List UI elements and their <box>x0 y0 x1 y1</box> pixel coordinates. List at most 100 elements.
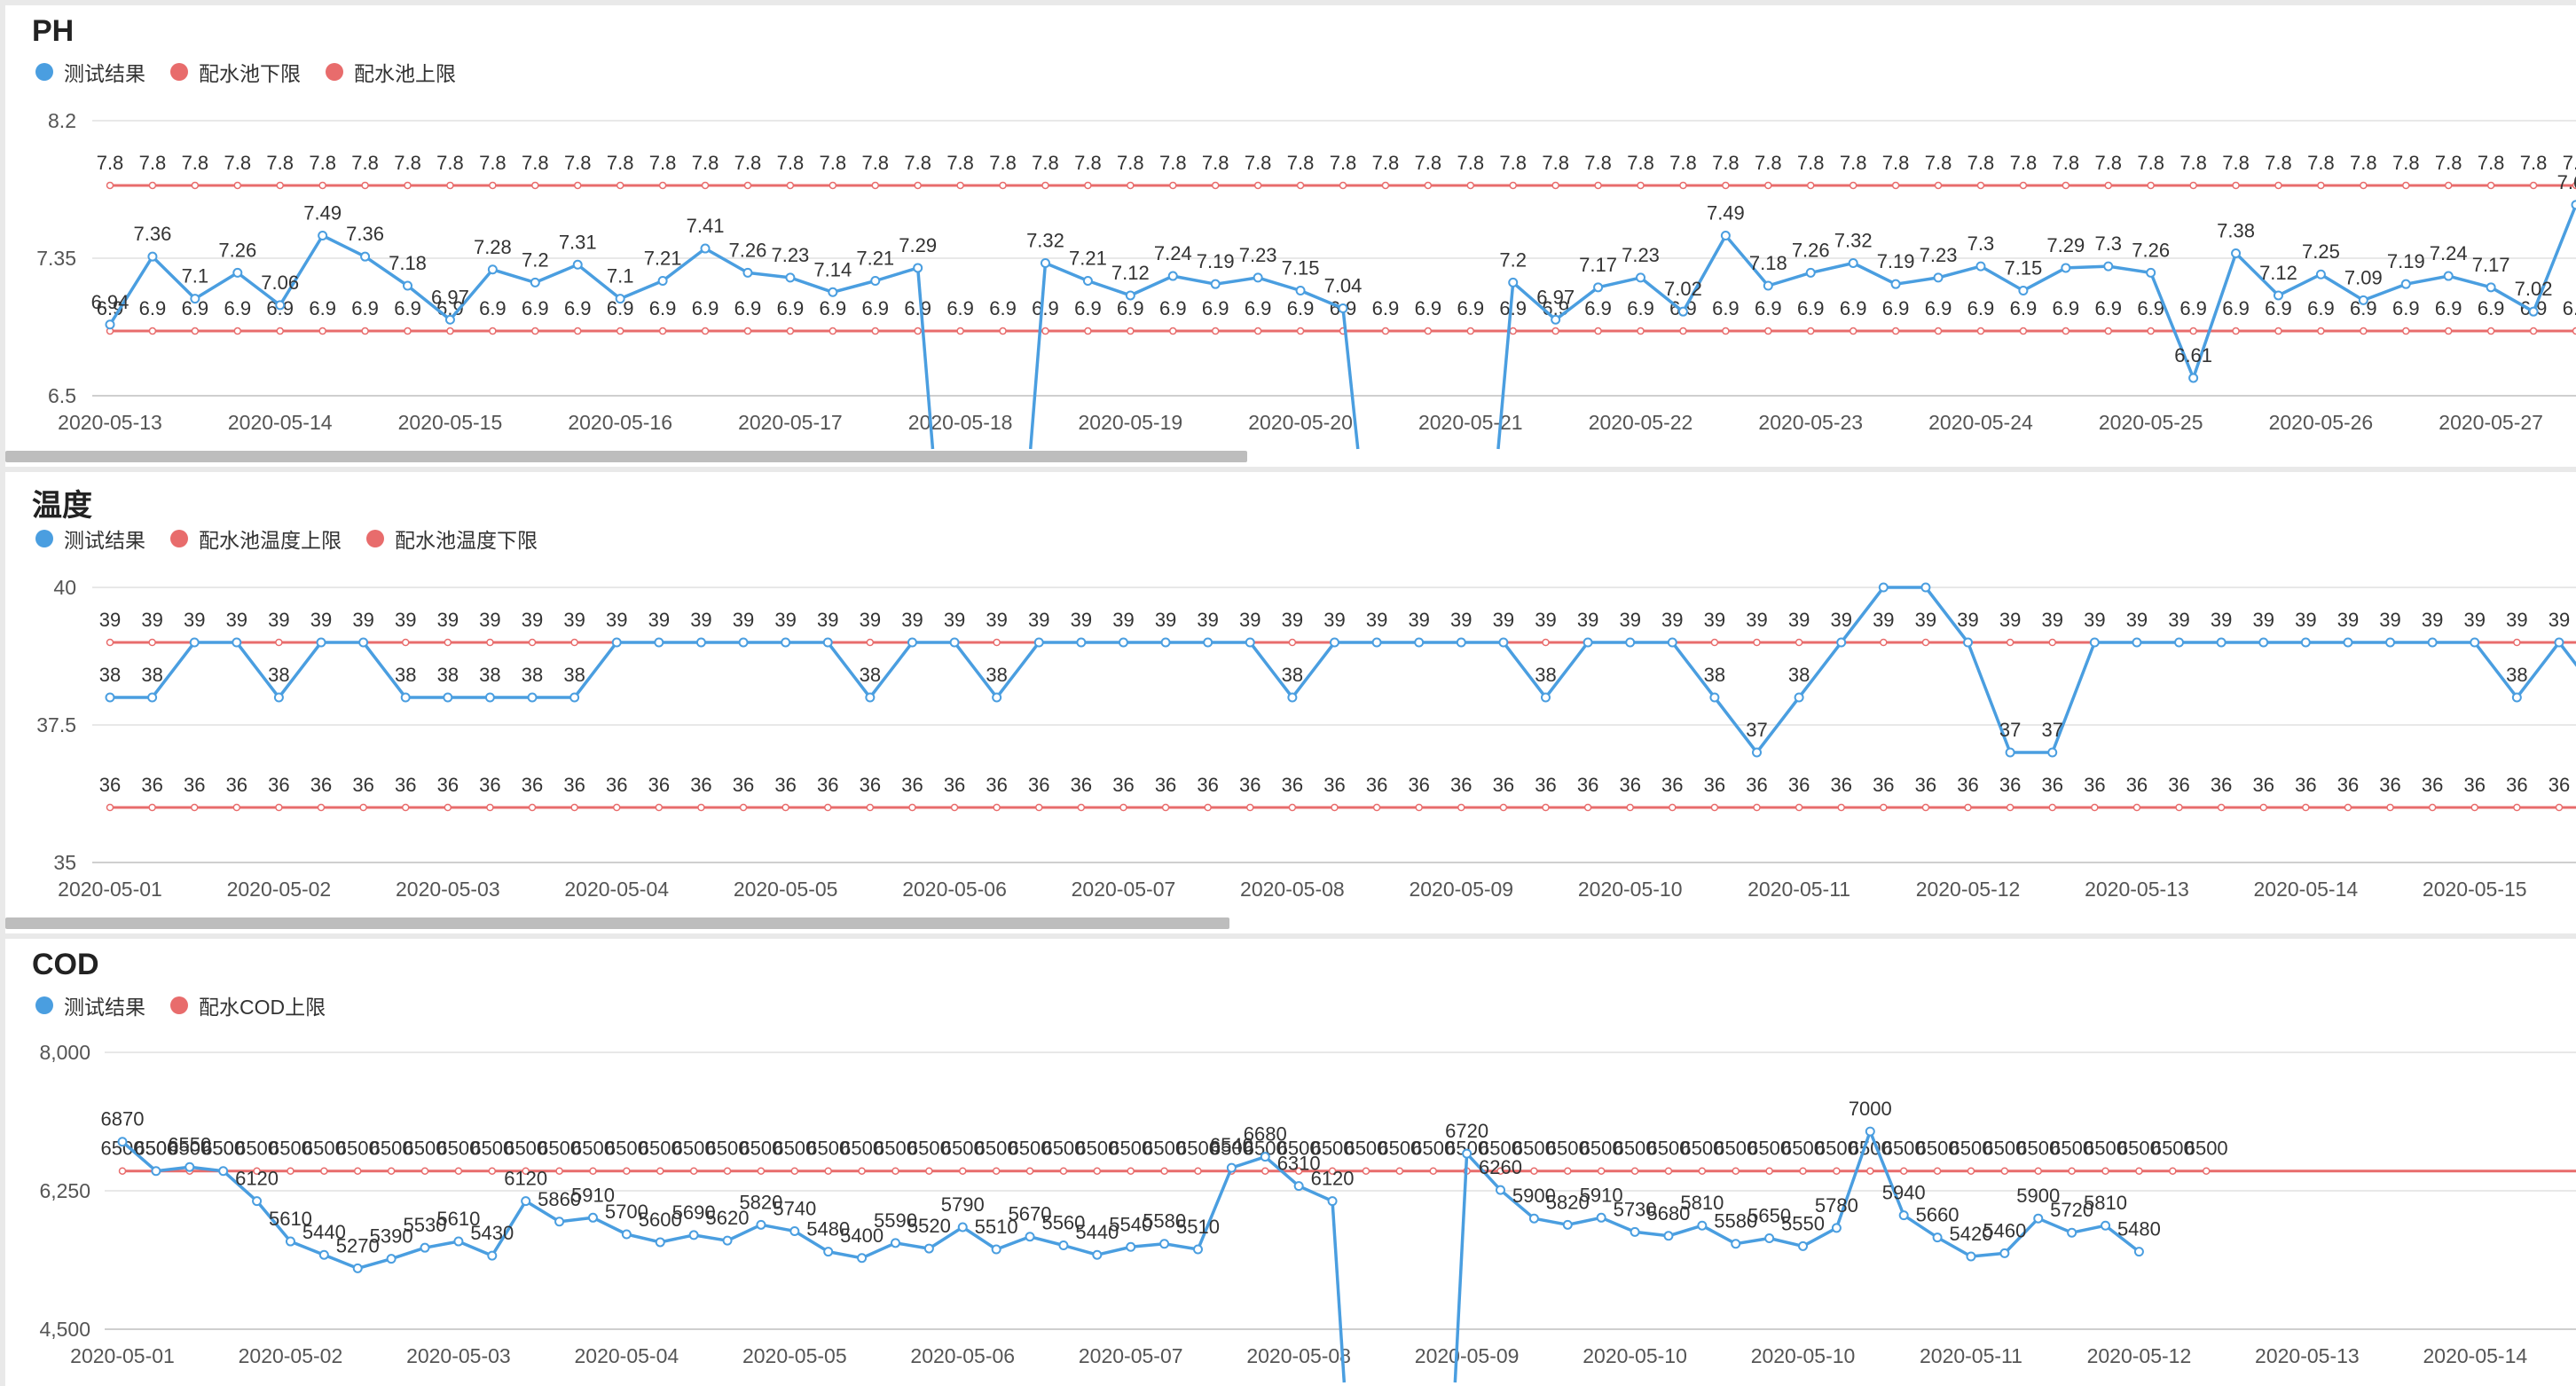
data-label: 6260 <box>1479 1156 1522 1178</box>
legend-item[interactable]: 测试结果 <box>35 524 145 554</box>
x-tick-label: 2020-05-05 <box>734 878 838 901</box>
chart-scrollbar[interactable] <box>5 917 1229 929</box>
chart-scrollbar[interactable] <box>5 451 1247 462</box>
legend-item[interactable]: 配水池下限 <box>170 57 301 87</box>
data-label: 5650 <box>1747 1204 1791 1226</box>
limit-point <box>446 181 454 190</box>
limit-point <box>2019 327 2028 335</box>
legend-item[interactable]: 测试结果 <box>35 57 145 87</box>
x-tick-label: 2020-05-11 <box>1920 1344 2022 1367</box>
data-label: 5460 <box>1983 1219 2026 1241</box>
data-point <box>865 692 876 703</box>
limit-point <box>2019 181 2028 190</box>
x-tick-label: 2020-05-04 <box>564 878 669 901</box>
data-point <box>907 637 917 648</box>
limit-label: 6500 <box>1378 1138 1421 1160</box>
limit-label: 39 <box>2379 609 2400 631</box>
limit-point <box>992 1167 1001 1175</box>
limit-point <box>486 803 494 812</box>
legend-label: 测试结果 <box>64 996 145 1019</box>
limit-label: 7.8 <box>777 152 805 174</box>
limit-label: 7.8 <box>692 152 719 174</box>
limit-point <box>570 638 578 647</box>
data-point <box>781 637 791 648</box>
limit-label: 6500 <box>1512 1138 1556 1160</box>
limit-label: 36 <box>2041 774 2062 796</box>
data-point <box>117 1137 128 1147</box>
limit-label: 39 <box>1915 609 1936 631</box>
data-point <box>621 1229 632 1240</box>
limit-point <box>743 181 752 190</box>
limit-point <box>1261 1167 1269 1175</box>
data-label: 7.3 <box>2094 232 2122 255</box>
limit-point <box>1084 327 1092 335</box>
limit-label: 6500 <box>907 1138 951 1160</box>
x-tick-label: 2020-05-23 <box>1758 411 1863 434</box>
limit-label: 36 <box>1366 774 1387 796</box>
legend-item[interactable]: 配水池上限 <box>326 57 456 87</box>
limit-label: 39 <box>860 609 881 631</box>
limit-point <box>891 1167 899 1175</box>
limit-point <box>387 1167 396 1175</box>
legend-item[interactable]: 测试结果 <box>35 990 145 1020</box>
legend-item[interactable]: 配水池温度上限 <box>170 524 342 554</box>
limit-point <box>1833 1167 1841 1175</box>
data-label: 7.1 <box>182 265 209 287</box>
limit-point <box>2529 181 2538 190</box>
limit-point <box>1127 1167 1135 1175</box>
data-label: 7.17 <box>2472 254 2510 276</box>
limit-point <box>233 327 242 335</box>
limit-label: 7.8 <box>1755 152 1782 174</box>
limit-label: 7.8 <box>820 152 847 174</box>
data-point <box>443 692 453 703</box>
limit-point <box>656 1167 664 1175</box>
legend-item[interactable]: 配水池温度下限 <box>366 524 538 554</box>
data-label: 6.94 <box>91 291 130 313</box>
limit-point <box>1679 181 1687 190</box>
limit-point <box>1041 181 1049 190</box>
data-point <box>2258 637 2269 648</box>
limit-point <box>486 638 494 647</box>
limit-label: 39 <box>2084 609 2105 631</box>
temperature-panel: 温度 测试结果 配水池温度上限 配水池温度下限 40 37.5 35 2020-05-… <box>5 472 2576 933</box>
limit-label: 7.8 <box>2010 152 2038 174</box>
limit-point <box>522 1167 530 1175</box>
limit-point <box>781 803 789 812</box>
data-label: 5560 <box>1041 1212 1085 1234</box>
limit-point <box>318 181 326 190</box>
data-point <box>2470 637 2480 648</box>
x-tick-label: 2020-05-11 <box>1747 878 1850 901</box>
data-point <box>2047 747 2058 758</box>
limit-point <box>1933 1167 1942 1175</box>
legend-item[interactable]: 配水COD上限 <box>170 990 326 1020</box>
data-label: 5900 <box>1512 1185 1556 1207</box>
limit-point <box>1626 803 1634 812</box>
data-point <box>1159 1239 1170 1249</box>
limit-point <box>1976 327 1985 335</box>
limit-label: 7.8 <box>1159 152 1187 174</box>
limit-label: 6500 <box>773 1138 816 1160</box>
limit-label: 6500 <box>504 1138 547 1160</box>
data-point <box>1456 637 1466 648</box>
data-point <box>742 267 753 278</box>
data-point <box>1414 637 1425 648</box>
limit-point <box>1806 327 1815 335</box>
limit-point <box>2048 803 2056 812</box>
limit-label: 6500 <box>975 1138 1018 1160</box>
limit-label: 7.8 <box>946 152 974 174</box>
limit-label: 6.9 <box>1287 297 1315 319</box>
data-point <box>1898 1210 1909 1221</box>
x-tick-label: 2020-05-08 <box>1246 1344 1351 1367</box>
data-label: 7.02 <box>2515 278 2553 300</box>
limit-point <box>2274 181 2282 190</box>
limit-point <box>2402 181 2410 190</box>
limit-point <box>1891 181 1900 190</box>
limit-label: 39 <box>1450 609 1472 631</box>
limit-label: 6500 <box>1680 1138 1724 1160</box>
limit-point <box>871 327 880 335</box>
limit-label: 36 <box>1450 774 1472 796</box>
limit-label: 7.8 <box>1074 152 1102 174</box>
data-point <box>318 230 328 240</box>
data-label: 7.12 <box>2259 262 2297 284</box>
data-point <box>857 1253 868 1264</box>
